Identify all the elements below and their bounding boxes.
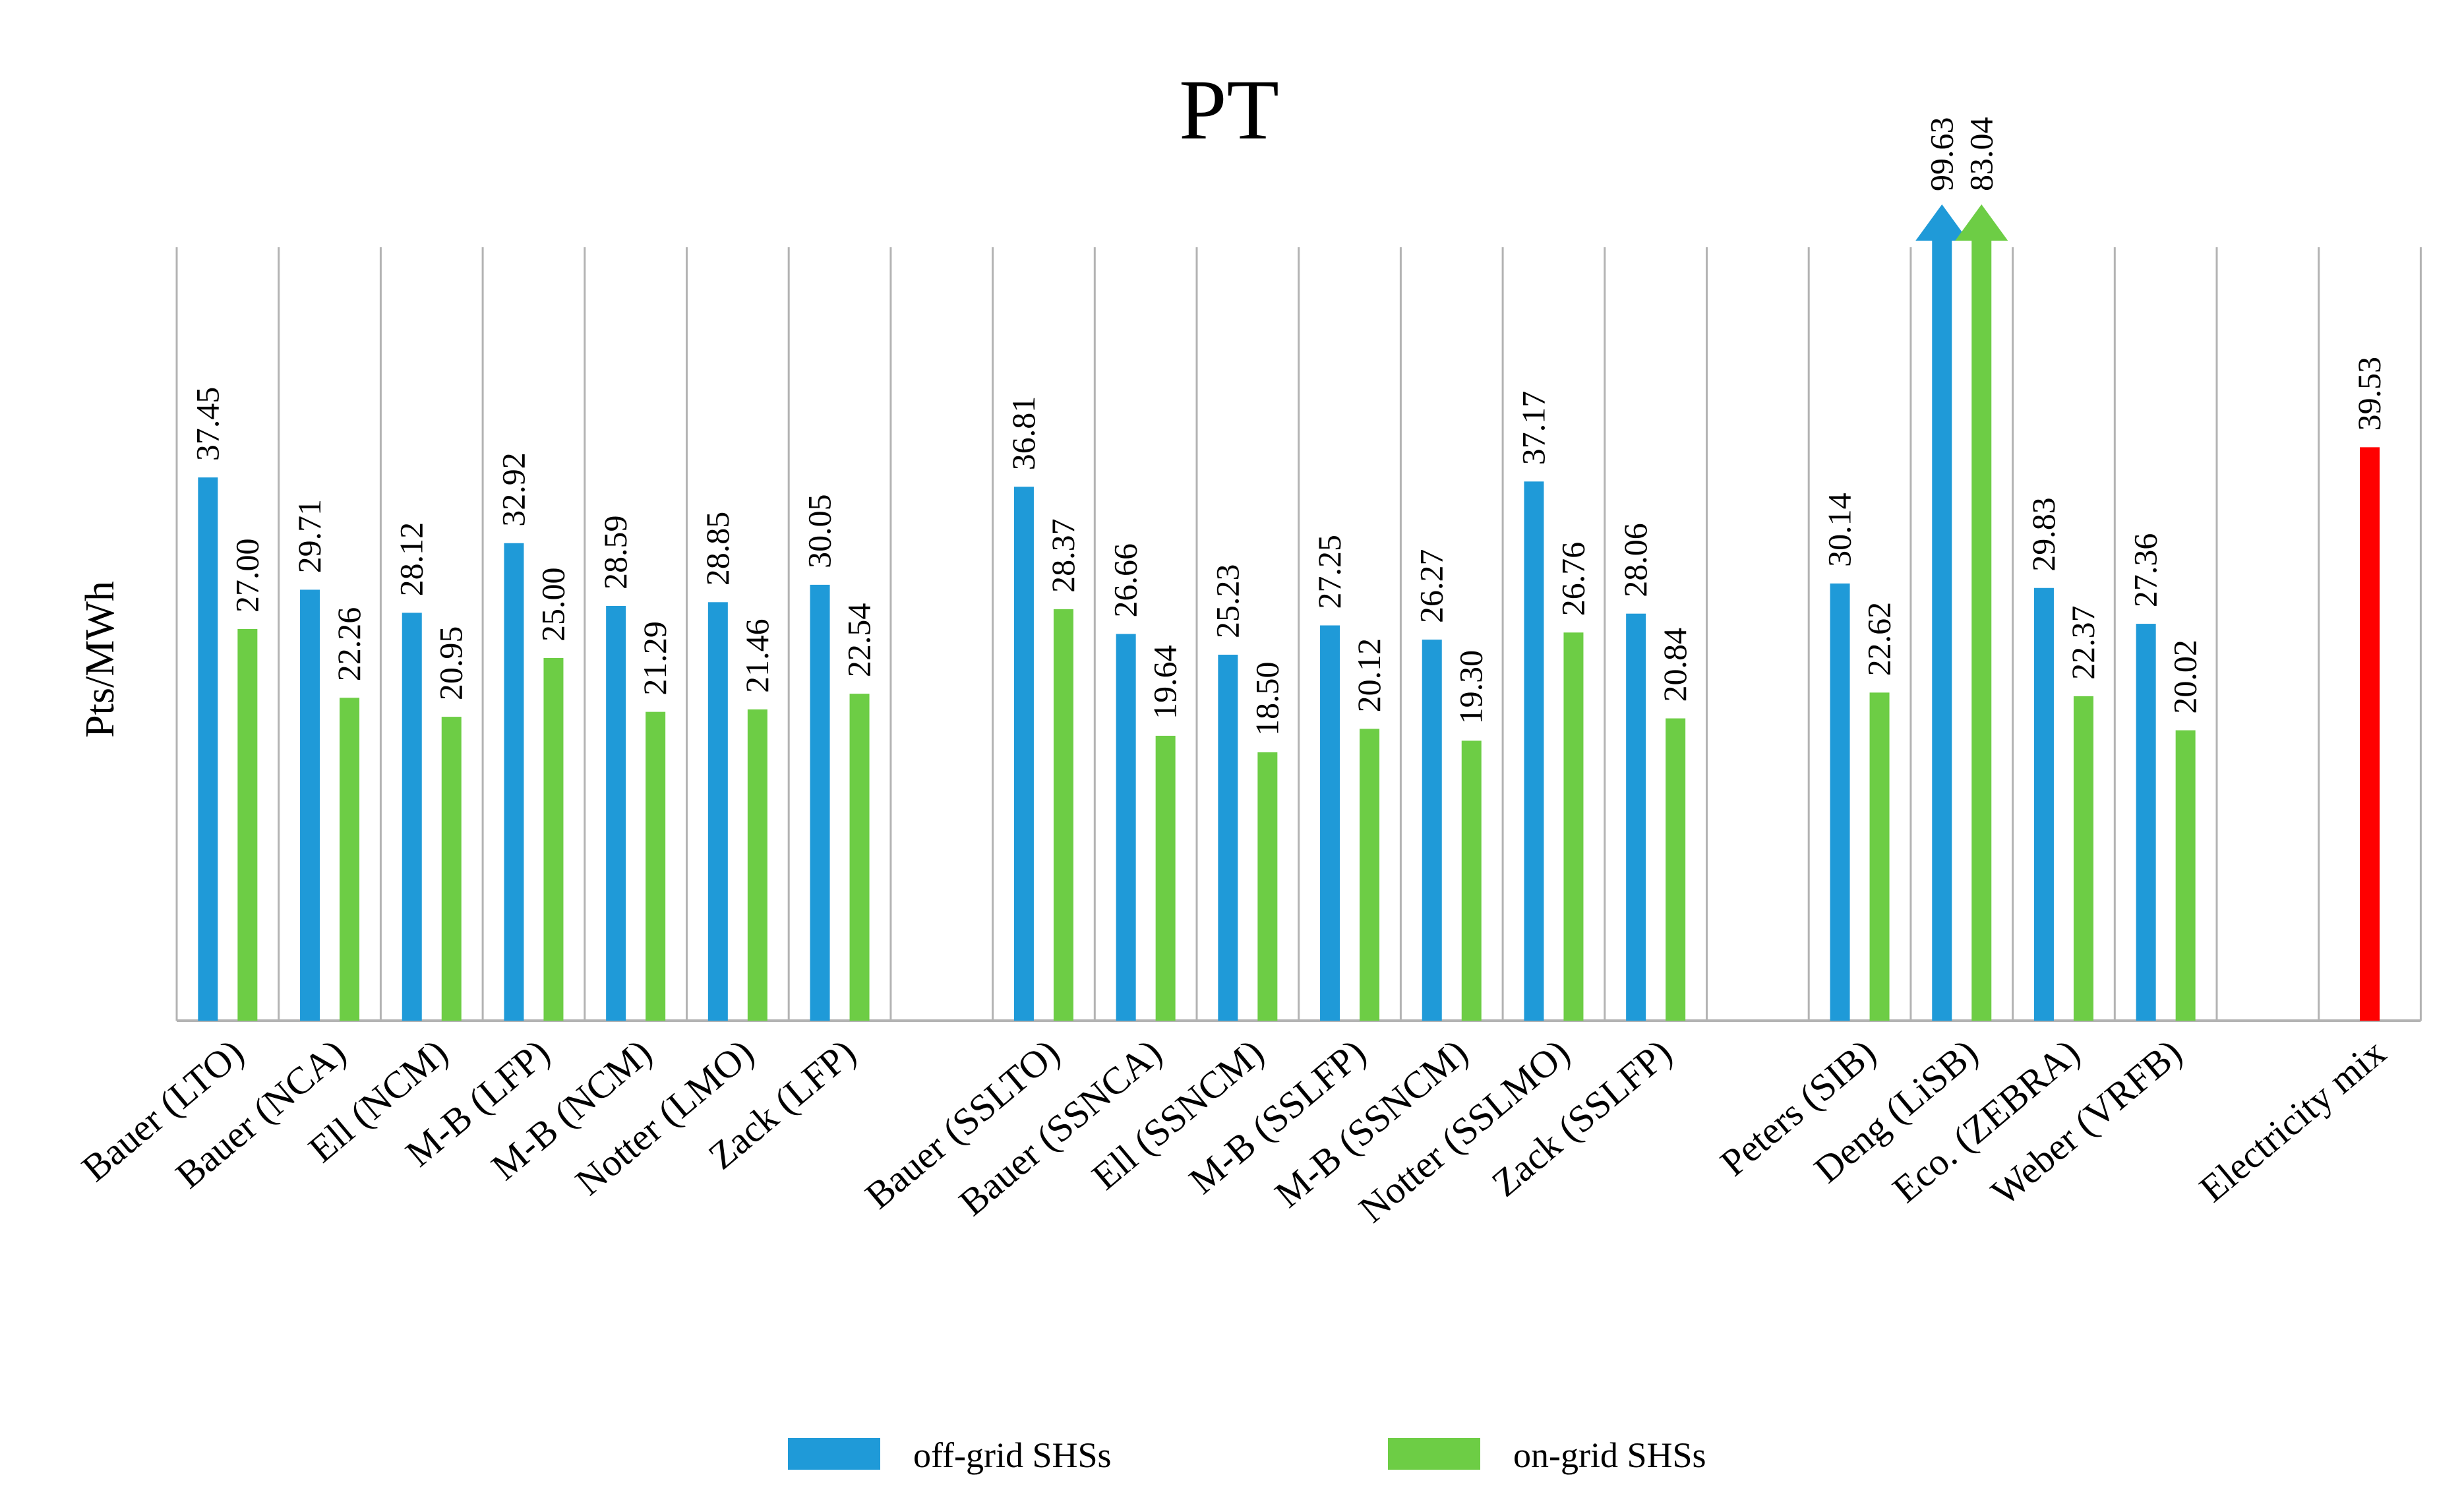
data-label: 19.64 bbox=[1147, 645, 1184, 719]
bar bbox=[1830, 583, 1850, 1021]
bar bbox=[402, 613, 422, 1021]
data-label: 39.53 bbox=[2351, 357, 2388, 431]
overflow-arrow bbox=[1915, 204, 1969, 241]
bar bbox=[1320, 625, 1340, 1021]
data-label: 27.36 bbox=[2127, 533, 2164, 608]
bar bbox=[1422, 640, 1442, 1021]
bar bbox=[1563, 632, 1584, 1021]
bar bbox=[441, 717, 462, 1021]
bar bbox=[1932, 241, 1952, 1021]
data-label: 25.00 bbox=[534, 568, 571, 642]
data-label: 20.84 bbox=[1656, 628, 1693, 702]
bar bbox=[198, 477, 218, 1021]
bar bbox=[1218, 654, 1238, 1021]
data-label: 26.66 bbox=[1107, 543, 1144, 618]
data-label: 36.81 bbox=[1005, 396, 1042, 471]
bar bbox=[1013, 487, 1034, 1021]
data-label: 37.17 bbox=[1515, 391, 1551, 466]
data-label: 28.06 bbox=[1617, 523, 1654, 597]
category-label: Zack (SSLFP) bbox=[1484, 1031, 1679, 1205]
bar bbox=[1524, 481, 1544, 1021]
bar bbox=[300, 589, 320, 1021]
bar bbox=[1461, 740, 1482, 1021]
bar bbox=[2073, 696, 2093, 1021]
bar bbox=[646, 711, 666, 1021]
data-label: 83.04 bbox=[1962, 117, 1999, 192]
legend-swatch-off-grid bbox=[788, 1438, 880, 1470]
data-label: 22.62 bbox=[1861, 602, 1898, 677]
data-label: 26.76 bbox=[1554, 542, 1591, 617]
bar bbox=[1257, 752, 1278, 1021]
bar bbox=[2360, 447, 2380, 1021]
data-label: 22.37 bbox=[2064, 605, 2101, 680]
bar bbox=[707, 602, 728, 1021]
data-label: 29.83 bbox=[2025, 497, 2062, 572]
legend-label-on-grid: on-grid SHSs bbox=[1513, 1435, 1706, 1475]
data-label: 99.63 bbox=[1923, 117, 1960, 192]
data-label: 30.14 bbox=[1821, 493, 1858, 567]
legend: off-grid SHSs on-grid SHSs bbox=[788, 1435, 1706, 1475]
category-label: Electricity mix bbox=[2191, 1031, 2393, 1210]
data-label: 30.05 bbox=[801, 494, 838, 568]
bar bbox=[747, 709, 767, 1021]
bar bbox=[810, 584, 830, 1021]
bar bbox=[504, 543, 524, 1021]
bar bbox=[1155, 735, 1176, 1021]
chart-title: PT bbox=[1179, 63, 1279, 158]
bar bbox=[1116, 634, 1136, 1021]
bar bbox=[1053, 609, 1073, 1021]
legend-label-off-grid: off-grid SHSs bbox=[913, 1435, 1112, 1475]
bar bbox=[2033, 587, 2054, 1021]
bar bbox=[2136, 624, 2156, 1021]
bar bbox=[849, 694, 870, 1021]
data-label: 19.30 bbox=[1453, 650, 1489, 725]
data-label: 25.23 bbox=[1209, 564, 1246, 638]
data-label: 20.02 bbox=[2167, 640, 2204, 714]
bar bbox=[1971, 241, 1992, 1021]
data-label: 29.71 bbox=[291, 499, 328, 574]
data-label: 26.27 bbox=[1413, 549, 1450, 624]
data-label: 18.50 bbox=[1248, 661, 1285, 736]
data-label: 28.12 bbox=[393, 522, 430, 597]
data-label: 22.26 bbox=[330, 607, 367, 682]
data-label: 28.59 bbox=[597, 516, 634, 590]
bar bbox=[237, 629, 258, 1021]
bar bbox=[340, 698, 360, 1021]
data-label: 28.37 bbox=[1044, 518, 1081, 593]
legend-swatch-on-grid bbox=[1388, 1438, 1480, 1470]
bar bbox=[2175, 730, 2196, 1021]
data-label: 20.95 bbox=[433, 626, 469, 701]
data-label: 21.46 bbox=[738, 618, 775, 693]
bar bbox=[1360, 729, 1380, 1021]
bar bbox=[543, 658, 564, 1021]
data-label: 27.25 bbox=[1311, 535, 1348, 609]
bar bbox=[1869, 692, 1890, 1021]
overflow-arrow bbox=[1955, 204, 2008, 241]
data-label: 21.29 bbox=[636, 621, 673, 696]
bar bbox=[606, 606, 626, 1021]
bar bbox=[1626, 613, 1646, 1021]
y-axis-label: Pts/MWh bbox=[78, 581, 123, 738]
bar bbox=[1666, 718, 1686, 1021]
data-label: 28.85 bbox=[699, 512, 736, 586]
data-label: 20.12 bbox=[1350, 638, 1387, 713]
data-label: 22.54 bbox=[841, 603, 878, 678]
data-label: 32.92 bbox=[495, 452, 531, 527]
data-label: 37.45 bbox=[189, 387, 225, 462]
data-label: 27.00 bbox=[228, 539, 265, 613]
